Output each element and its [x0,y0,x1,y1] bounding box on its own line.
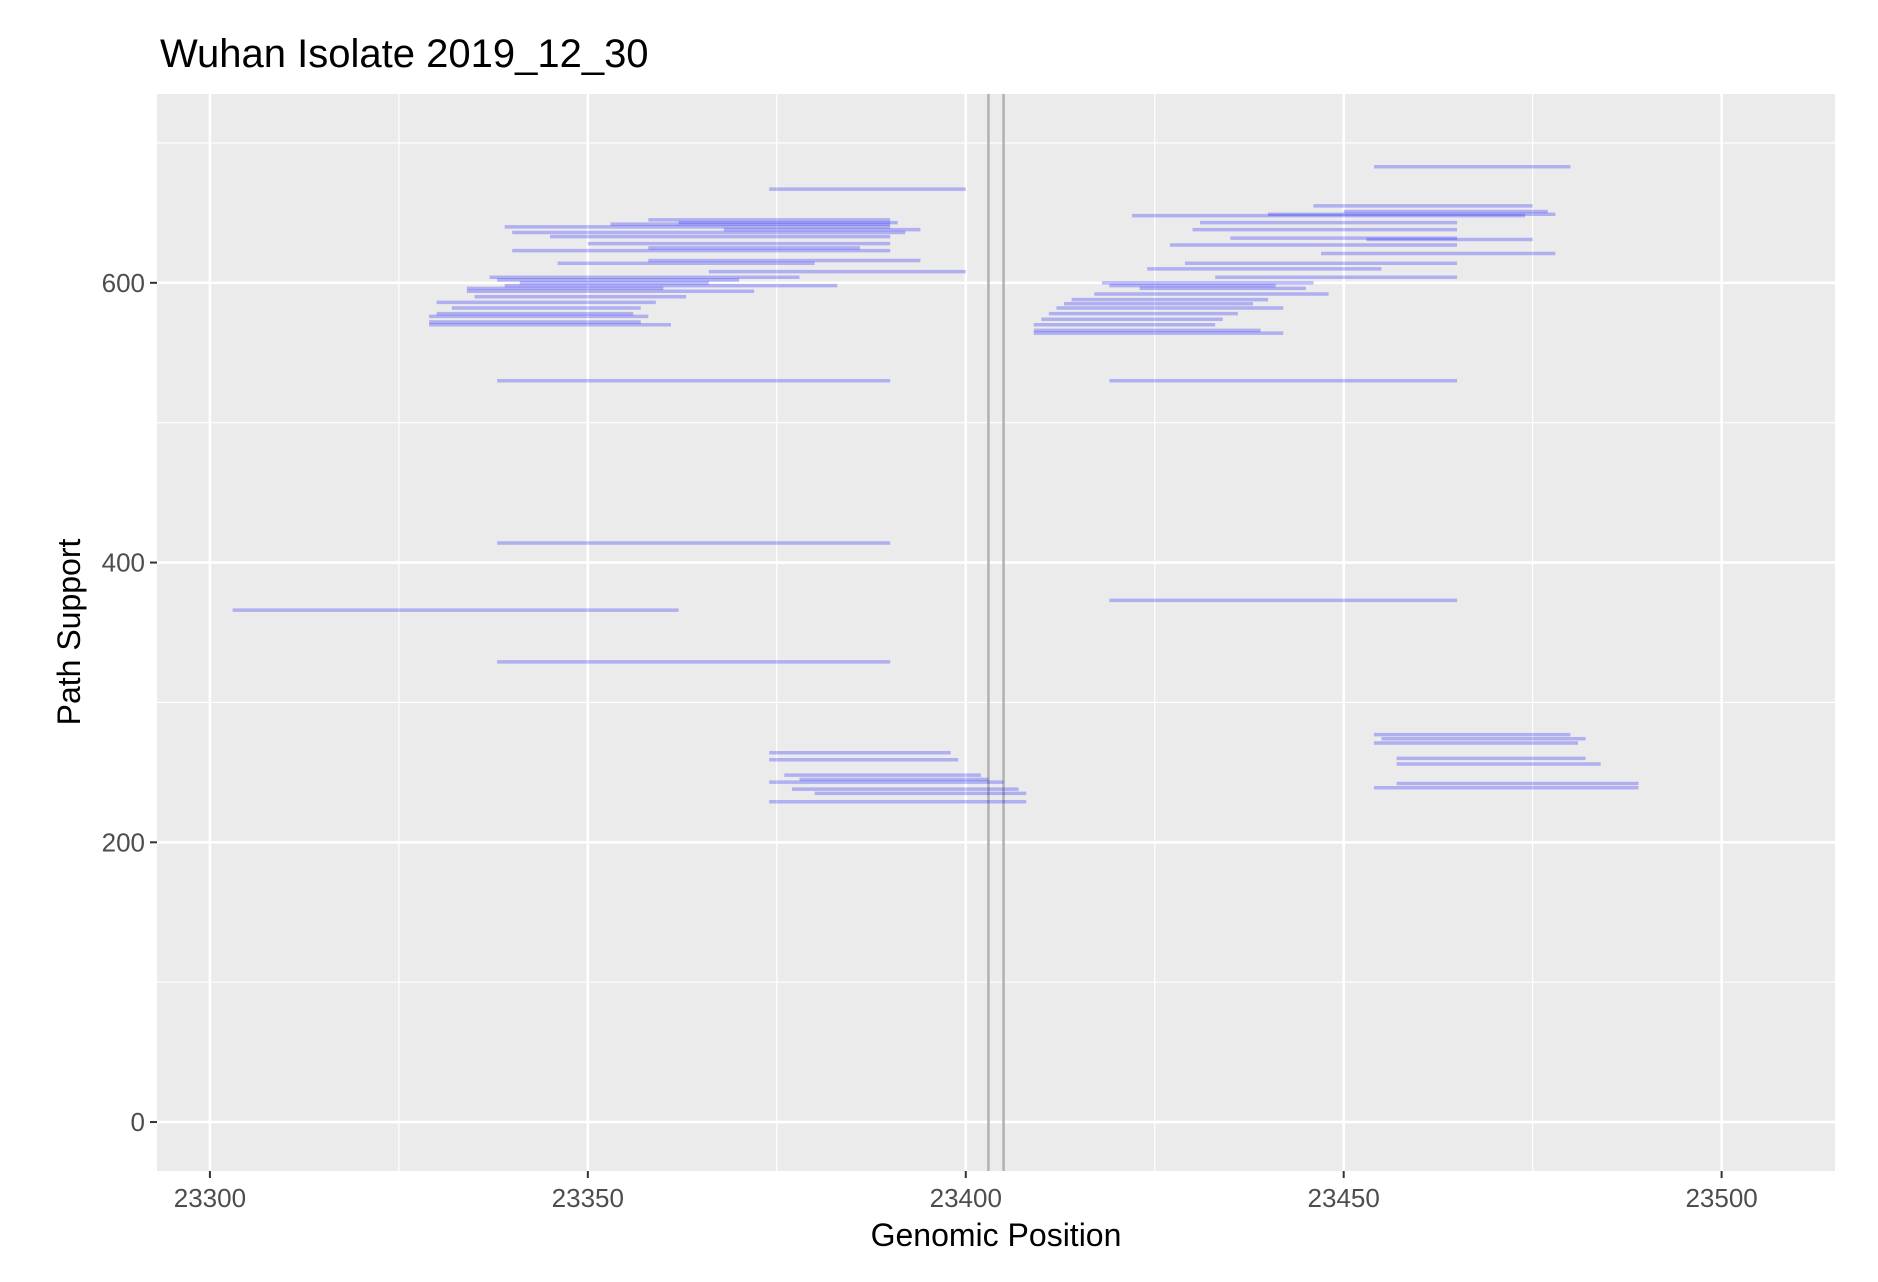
y-axis-tick-labels: 0 200 400 600 [102,268,145,1137]
x-tick-label: 23350 [552,1183,624,1213]
reference-lines [987,94,1005,1171]
plot-panel [157,94,1835,1171]
x-tick-label: 23450 [1308,1183,1380,1213]
data-segments [232,164,1639,804]
x-tick-label: 23300 [174,1183,246,1213]
y-tick-label: 600 [102,268,145,298]
x-tick-label: 23400 [930,1183,1002,1213]
y-tick-label: 200 [102,827,145,857]
chart-title: Wuhan Isolate 2019_12_30 [160,32,649,76]
y-tick-label: 400 [102,548,145,578]
y-tick-label: 0 [131,1107,145,1137]
axis-ticks [150,281,1723,1178]
y-axis-title: Path Support [51,538,87,725]
x-axis-tick-labels: 23300 23350 23400 23450 23500 [174,1183,1758,1213]
x-tick-label: 23500 [1685,1183,1757,1213]
x-axis-title: Genomic Position [871,1217,1122,1253]
grid-major [157,94,1835,1171]
grid-minor [157,94,1835,1171]
